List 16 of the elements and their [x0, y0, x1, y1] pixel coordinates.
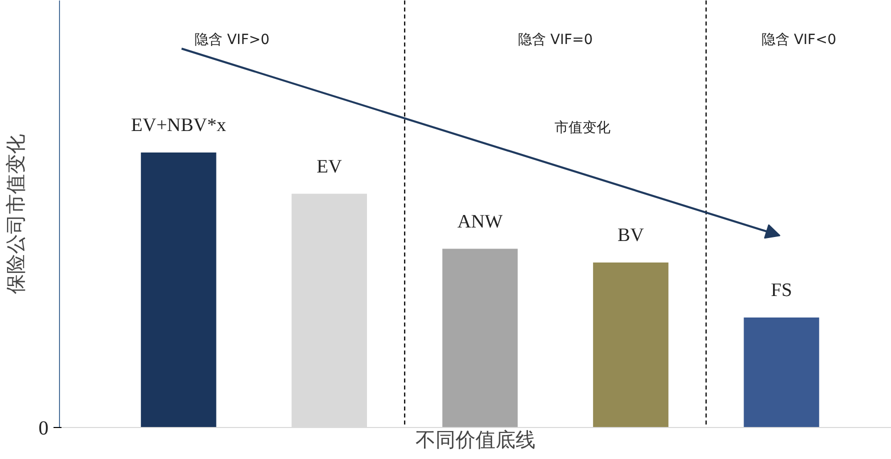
- x-tick-label: FS: [770, 280, 792, 302]
- bar: [744, 318, 820, 428]
- x-tick-label: ANW: [457, 211, 503, 232]
- y-axis-title: 保险公司市值变化: [4, 134, 28, 294]
- text: 市值变化: [554, 120, 611, 136]
- text: 0: [38, 418, 48, 440]
- text: 隐含 VIF>0: [194, 32, 270, 48]
- bar: [140, 152, 216, 428]
- bar: [442, 248, 518, 428]
- text: 隐含 VIF=0: [518, 32, 593, 48]
- x-axis-title: 不同价值底线: [416, 428, 536, 452]
- x-tick-label: EV: [316, 156, 342, 178]
- text: 隐含 VIF<0: [761, 32, 836, 48]
- x-tick-label: EV+NBV*x: [130, 115, 227, 136]
- x-tick-label: BV: [618, 225, 644, 246]
- bar: [593, 262, 668, 428]
